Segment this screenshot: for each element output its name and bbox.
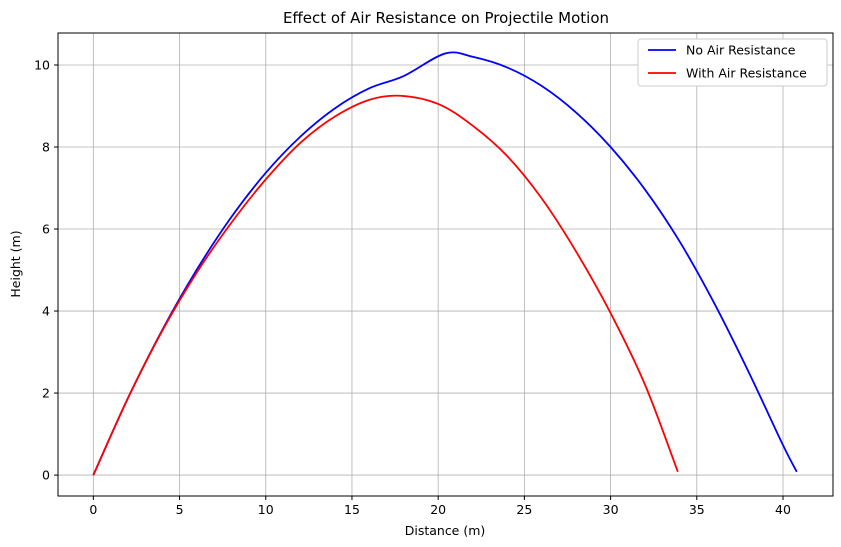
y-axis-ticks: 0 2 4 6 8 10	[34, 57, 58, 483]
y-tick-label: 10	[34, 57, 50, 72]
x-axis-ticks: 0 5 10 15 20 25 30 35 40	[89, 496, 791, 517]
legend-box	[637, 38, 828, 87]
y-axis-label: Height (m)	[8, 230, 23, 297]
x-tick-label: 15	[344, 502, 360, 517]
series-layer	[92, 51, 798, 476]
x-tick-label: 10	[258, 502, 274, 517]
legend: No Air Resistance With Air Resistance	[637, 38, 828, 87]
legend-label-no-air-resistance: No Air Resistance	[686, 43, 796, 58]
x-tick-label: 30	[603, 502, 619, 517]
y-tick-label: 0	[42, 468, 50, 483]
series-line-no-air-resistance	[92, 51, 798, 476]
x-tick-label: 5	[176, 502, 184, 517]
series-line-with-air-resistance	[92, 94, 679, 476]
y-tick-label: 6	[42, 222, 50, 237]
x-tick-label: 25	[516, 502, 532, 517]
x-tick-label: 40	[775, 502, 791, 517]
x-tick-label: 35	[689, 502, 705, 517]
legend-label-with-air-resistance: With Air Resistance	[686, 66, 807, 81]
y-tick-label: 2	[42, 386, 50, 401]
plot-frame	[57, 32, 834, 497]
chart-title: Effect of Air Resistance on Projectile M…	[283, 9, 609, 27]
y-tick-label: 8	[42, 140, 50, 155]
x-axis-label: Distance (m)	[405, 523, 486, 538]
x-tick-label: 20	[430, 502, 446, 517]
x-tick-label: 0	[89, 502, 97, 517]
grid-lines	[58, 33, 833, 496]
y-tick-label: 4	[42, 304, 50, 319]
